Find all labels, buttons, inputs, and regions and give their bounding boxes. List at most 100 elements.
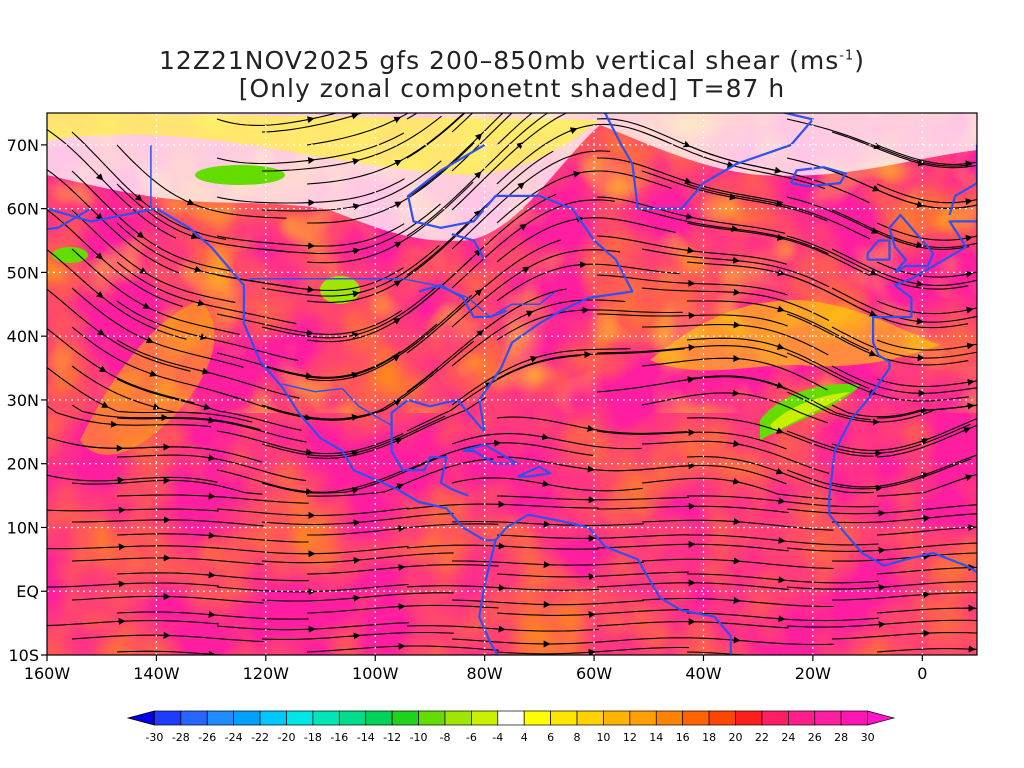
border-line xyxy=(249,278,557,318)
colorbar-label: 16 xyxy=(676,731,690,744)
streamline-arrow xyxy=(965,402,975,410)
colorbar-cell xyxy=(180,710,208,726)
lat-tick-label: 40N xyxy=(7,327,39,346)
colorbar-label: 28 xyxy=(834,731,848,744)
streamline-arrow xyxy=(351,203,361,211)
streamline-arrow xyxy=(586,465,595,473)
colorbar-cell xyxy=(708,710,736,726)
colorbar-label: -14 xyxy=(357,731,375,744)
streamline-arrow xyxy=(567,87,572,90)
streamline-arrow xyxy=(305,116,315,124)
streamline-arrow xyxy=(920,472,929,479)
colorbar-label: 4 xyxy=(521,731,528,744)
lat-tick-label: 10N xyxy=(7,518,39,537)
colorbar-label: -18 xyxy=(304,731,322,744)
streamline-arrow xyxy=(393,399,402,406)
streamline-arrow xyxy=(394,201,403,208)
streamline-arrow xyxy=(775,381,785,389)
streamline-arrow xyxy=(868,349,877,357)
gridlines-layer xyxy=(47,113,977,655)
colorbar-cell xyxy=(338,710,367,726)
colorbar-cell xyxy=(365,710,393,726)
colorbar-label: -26 xyxy=(198,731,216,744)
streamline-arrow xyxy=(305,285,315,293)
streamline-arrow xyxy=(773,166,782,174)
colorbar-cell xyxy=(471,710,499,726)
colorbar-cell xyxy=(418,710,446,726)
streamline-arrow xyxy=(963,160,973,168)
streamline-arrow xyxy=(868,309,877,317)
streamline-arrow xyxy=(522,266,530,274)
colorbar-label: -22 xyxy=(251,731,269,744)
streamline-arrow xyxy=(474,289,483,297)
streamline xyxy=(406,113,466,159)
lat-tick-label: 70N xyxy=(7,136,39,155)
streamline-arrow xyxy=(98,365,107,373)
streamline-arrow xyxy=(683,177,692,185)
colorbar-label: 26 xyxy=(808,731,822,744)
colorbar: -30 -28 -26 -24 -22 -20 -18 -16 -14 -12 -10 -8 -6 -4 4… xyxy=(126,710,896,744)
streamline-arrow xyxy=(396,563,406,571)
coastlines-layer xyxy=(47,113,977,655)
streamline-arrow xyxy=(306,157,316,164)
coastline xyxy=(888,213,935,274)
longitude-labels: 160W 140W 120W 100W 80W 60W 40W 20W 0 xyxy=(24,655,927,683)
colorbar-label: 10 xyxy=(596,731,610,744)
colorbar-cell xyxy=(867,710,896,726)
streamline-arrow xyxy=(686,376,695,384)
streamline xyxy=(686,651,879,655)
streamline-arrow xyxy=(394,437,403,445)
map-title-line-2: [Only zonal componetnt shaded] T=87 h xyxy=(238,74,786,103)
streamline-arrow xyxy=(915,317,924,325)
streamline-arrow xyxy=(148,370,158,377)
lat-tick-label: 10S xyxy=(8,646,39,665)
coastline xyxy=(789,166,847,188)
streamline-arrow xyxy=(393,241,402,249)
streamline-arrow xyxy=(914,280,924,288)
streamline-arrow xyxy=(393,159,402,167)
lon-tick-label: 0 xyxy=(917,664,927,683)
streamline-arrow xyxy=(206,416,216,424)
streamline-arrow xyxy=(540,433,550,441)
streamline-arrow xyxy=(776,536,786,544)
colorbar-cell xyxy=(550,710,578,726)
streamline-arrow xyxy=(965,378,975,386)
streamline-arrow xyxy=(351,556,361,564)
streamline-arrow xyxy=(519,223,527,231)
streamline-arrow xyxy=(478,60,482,64)
streamline-arrow xyxy=(964,270,974,278)
streamline-arrow xyxy=(585,424,595,432)
streamline-arrow xyxy=(729,225,739,233)
streamline-arrow xyxy=(395,483,405,490)
colorbar-cell xyxy=(576,710,604,726)
map-frame xyxy=(46,112,978,656)
streamline-arrow xyxy=(189,232,199,240)
colorbar-label: -30 xyxy=(145,731,163,744)
streamline-arrow xyxy=(685,246,695,254)
streamline-arrow xyxy=(776,343,785,350)
green-patch-alaska xyxy=(195,165,285,185)
streamline-arrow xyxy=(477,97,481,101)
streamline-arrow xyxy=(351,158,360,165)
colorbar-label: 12 xyxy=(623,731,637,744)
colorbar-cell xyxy=(233,710,261,726)
colorbar-label: -6 xyxy=(466,731,477,744)
streamline-arrow xyxy=(964,474,973,482)
streamline-arrow xyxy=(351,290,360,298)
colorbar-label: -10 xyxy=(410,731,428,744)
colorbar-label: -28 xyxy=(172,731,190,744)
streamline xyxy=(406,113,418,120)
streamline-arrow xyxy=(869,268,878,276)
streamline-arrow xyxy=(142,302,151,309)
streamline-arrow xyxy=(476,329,484,338)
streamline-arrow xyxy=(525,310,534,318)
colorbar-label: -16 xyxy=(330,731,348,744)
colorbar-label: -8 xyxy=(439,731,450,744)
streamline-arrow xyxy=(965,342,975,350)
lon-tick-label: 140W xyxy=(133,664,180,683)
streamline-arrow xyxy=(874,484,883,492)
streamline-arrow xyxy=(684,212,694,220)
colorbar-label: 8 xyxy=(574,731,581,744)
streamline-arrow xyxy=(731,256,741,264)
colorbar-cell xyxy=(154,710,182,726)
